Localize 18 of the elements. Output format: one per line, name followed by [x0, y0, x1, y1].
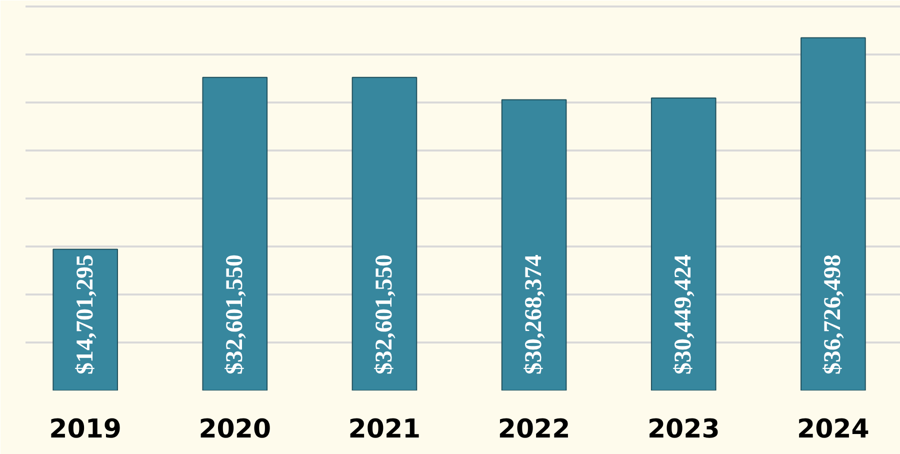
bar: [650, 98, 716, 390]
bar: [52, 248, 118, 390]
data-label: $30,449,424: [670, 254, 697, 374]
x-tick-label: 2019: [49, 414, 122, 444]
x-tick-label: 2022: [498, 414, 570, 444]
bar: [501, 99, 567, 390]
data-label: $30,268,374: [521, 254, 548, 374]
x-tick-label: 2023: [647, 414, 720, 444]
data-label: $36,726,498: [820, 254, 846, 374]
bar: [202, 76, 268, 390]
x-tick-label: 2024: [797, 414, 870, 444]
bar: [352, 76, 418, 390]
data-label: $14,701,295: [72, 254, 98, 374]
x-tick-label: 2020: [198, 414, 272, 444]
data-label: $32,601,550: [371, 254, 398, 374]
x-tick-label: 2021: [348, 414, 421, 444]
data-label: $32,601,550: [222, 254, 248, 374]
bar: [800, 37, 866, 390]
